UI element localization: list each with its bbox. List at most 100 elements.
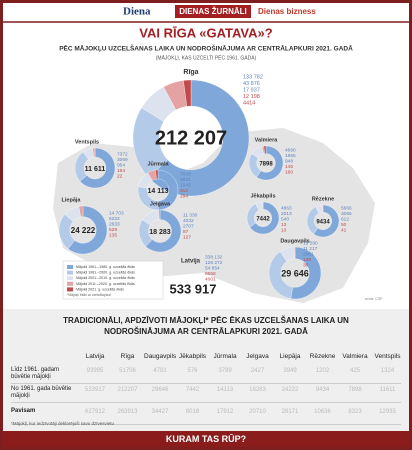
table-cell: 3949 bbox=[283, 368, 297, 374]
donut-segment bbox=[249, 201, 280, 235]
segment-label: 43 876 bbox=[243, 81, 260, 87]
segment-label: 948 bbox=[285, 158, 293, 164]
table-cell: 3799 bbox=[218, 368, 232, 374]
table-cell: 627912 bbox=[84, 409, 106, 415]
segment-label: 50 bbox=[341, 222, 347, 228]
legend-swatch bbox=[67, 276, 73, 281]
table-cell: 51706 bbox=[119, 368, 136, 374]
column-header: Ventspils bbox=[374, 353, 401, 360]
table-cell: 1324 bbox=[380, 368, 395, 374]
legend-swatch bbox=[67, 287, 73, 292]
logo: DIENAS ŽURNĀLI bbox=[179, 7, 247, 16]
donut-segment bbox=[145, 209, 182, 253]
total-label: 7442 bbox=[256, 217, 270, 223]
segment-label: 145 bbox=[285, 164, 293, 170]
table-cell: 425 bbox=[349, 368, 360, 374]
table-cell: 10636 bbox=[314, 409, 331, 415]
country-total: 533 917 bbox=[170, 281, 217, 296]
country-value: 4001 bbox=[205, 276, 216, 282]
segment-label: 2707 bbox=[183, 223, 194, 229]
table-cell: 17912 bbox=[216, 409, 234, 415]
total-label: 24 222 bbox=[71, 226, 96, 235]
city-name: Valmiera bbox=[255, 137, 279, 143]
table-cell: 2427 bbox=[250, 368, 265, 374]
table-cell: 93995 bbox=[86, 368, 104, 374]
column-header: Jelgava bbox=[246, 353, 269, 360]
segment-label: 12 198 bbox=[243, 94, 260, 100]
column-header: Rīga bbox=[120, 353, 135, 360]
donut-segment bbox=[263, 145, 267, 154]
row-rule bbox=[11, 424, 401, 425]
segment-label: 127 bbox=[183, 234, 191, 240]
legend-swatch bbox=[67, 265, 73, 269]
segment-label: 2633 bbox=[109, 221, 120, 227]
city-name: Rēzekne bbox=[312, 196, 334, 202]
table-cell: 14113 bbox=[216, 387, 234, 393]
logo: Dienas bizness bbox=[258, 7, 316, 16]
legend-swatch bbox=[67, 281, 73, 286]
legend-label: Mājokļi 1961.–1980. g. uzceltās ēkās bbox=[76, 265, 135, 269]
segment-label: 2661 bbox=[303, 251, 314, 257]
table-cell: 24222 bbox=[281, 387, 299, 393]
subtitle: PĒC MĀJOKĻU UZCELŠANAS LAIKA UN NODROŠIN… bbox=[59, 44, 353, 53]
table-cell: 533917 bbox=[84, 387, 106, 393]
segment-label: 4690 bbox=[285, 147, 296, 153]
note: (MĀJOKĻI, KAS UZCELTI PĒC 1961. GADA) bbox=[156, 54, 257, 61]
column-header: Valmiera bbox=[342, 353, 368, 360]
row-rule bbox=[11, 383, 401, 384]
segment-label: 41 bbox=[341, 227, 347, 233]
total-label: 9434 bbox=[316, 220, 330, 226]
segment-label: 612 bbox=[341, 216, 349, 222]
segment-label: 7033 bbox=[180, 171, 191, 177]
chart: Diena DIENAS ŽURNĀLI Dienas bizness VAI … bbox=[3, 5, 409, 303]
donut-segment bbox=[290, 246, 322, 300]
donut-segment bbox=[313, 204, 340, 238]
footnote: *Mājokļi, kur iedzīvotāji deklarējuši sa… bbox=[11, 421, 115, 426]
row-rule bbox=[11, 402, 401, 403]
donut-segment bbox=[148, 79, 250, 197]
legend-swatch bbox=[67, 270, 73, 275]
city-name: Liepāja bbox=[62, 197, 82, 203]
segment-label: 954 bbox=[117, 162, 125, 168]
segment-label: 4863 bbox=[281, 205, 292, 211]
segment-label: 2013 bbox=[281, 211, 292, 217]
total-label: 18 283 bbox=[149, 229, 171, 236]
table-cell: 4781 bbox=[153, 368, 167, 374]
segment-label: 6222 bbox=[109, 216, 120, 222]
city-name: Jēkabpils bbox=[250, 193, 275, 199]
segment-label: 17 937 bbox=[243, 87, 260, 93]
city-name: Rīga bbox=[183, 69, 198, 76]
column-header: Jēkabpils bbox=[178, 353, 207, 360]
segment-label: 4032 bbox=[183, 218, 194, 224]
total-label: 29 646 bbox=[281, 268, 309, 278]
segment-label: 15 590 bbox=[303, 240, 318, 246]
table-title: TRADICIONĀLI, APDZĪVOTI MĀJOKĻI* PĒC ĒKA… bbox=[63, 316, 349, 336]
segment-label: 529 bbox=[109, 227, 117, 233]
row-label: Pavisam bbox=[11, 408, 36, 414]
donut-segment bbox=[158, 209, 161, 220]
segment-label: 133 782 bbox=[243, 74, 263, 80]
segment-label: 1943 bbox=[180, 182, 191, 188]
table-cell: 12935 bbox=[379, 409, 396, 415]
segment-label: 13 bbox=[281, 227, 287, 233]
segment-label: 7372 bbox=[117, 151, 128, 157]
segment-label: 912 bbox=[180, 188, 188, 194]
country-value: 338 132 bbox=[205, 254, 223, 260]
donut-segment bbox=[155, 169, 159, 180]
segment-label: 3931 bbox=[180, 177, 191, 183]
table-cell: 28171 bbox=[281, 409, 299, 415]
segment-label: 294 bbox=[180, 193, 188, 199]
credit: avots: CSP bbox=[365, 297, 383, 301]
column-header: Rēzekne bbox=[309, 353, 336, 360]
table-cell: 11611 bbox=[379, 387, 396, 393]
city-name: Jelgava bbox=[150, 201, 171, 207]
segment-label: 3065 bbox=[341, 211, 352, 217]
legend-label: Mājokļi 2001.–2010. g. uzceltās ēkās bbox=[76, 276, 135, 280]
column-header: Latvija bbox=[85, 353, 105, 360]
segment-label: 22 bbox=[117, 173, 123, 179]
total-label: 212 207 bbox=[155, 127, 227, 149]
city-name: Daugavpils bbox=[280, 238, 309, 244]
table-cell: 576 bbox=[187, 368, 198, 374]
table: TRADICIONĀLI, APDZĪVOTI MĀJOKĻI* PĒC ĒKA… bbox=[3, 309, 409, 431]
